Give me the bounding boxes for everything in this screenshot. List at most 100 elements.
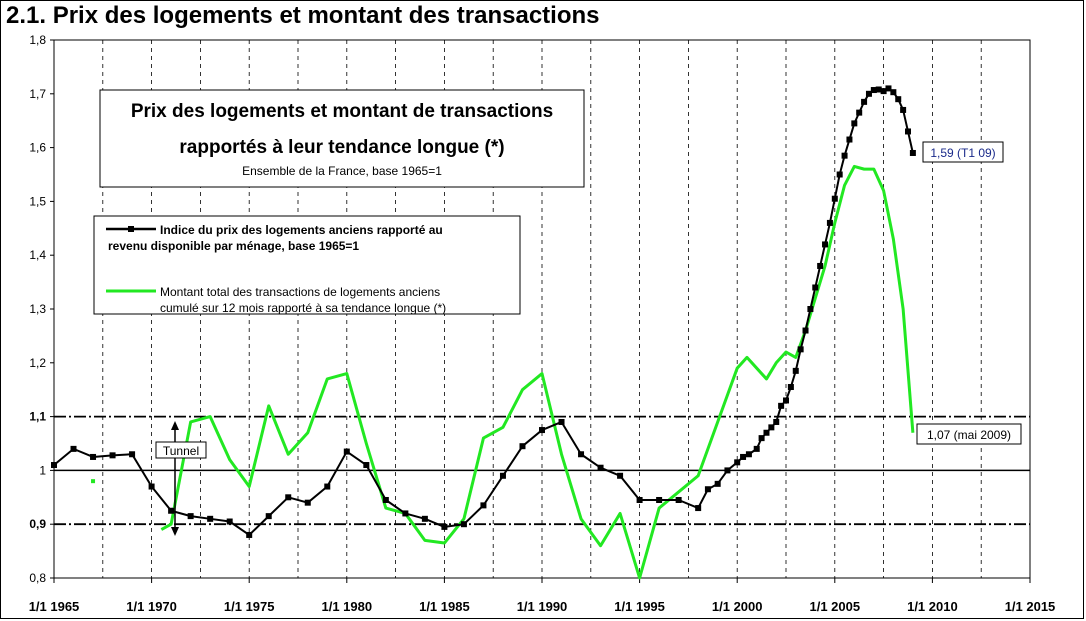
legend-box <box>93 215 521 315</box>
series-price-point <box>129 451 136 458</box>
series-price-point <box>885 85 892 92</box>
series-price-point <box>875 86 882 93</box>
reference-lines <box>54 415 1030 526</box>
tunnel-label: Tunnel <box>163 444 199 458</box>
series-price-point <box>617 472 624 479</box>
chart-title-box <box>99 89 585 188</box>
series-price-point <box>539 427 545 434</box>
y-tick-label: 1,8 <box>29 33 46 47</box>
series-price-point <box>265 513 272 520</box>
x-tick-label: 1/1 1970 <box>126 599 177 614</box>
chart-title: Prix des logements et montant de transac… <box>131 101 553 122</box>
series-price-point <box>285 494 292 501</box>
series-price-point <box>900 106 907 113</box>
series-price-point <box>895 96 902 103</box>
series-price-point <box>740 453 747 460</box>
series-price-point <box>831 195 838 202</box>
y-tick-label: 1,6 <box>29 141 46 155</box>
series-price-point <box>363 462 370 469</box>
series-price-point <box>226 518 233 525</box>
legend-label-price-1: Indice du prix des logements anciens rap… <box>160 223 443 237</box>
x-tick-label: 1/1 1965 <box>29 599 80 614</box>
legend-label-transactions-1: Montant total des transactions de logeme… <box>160 285 440 299</box>
series-price-point <box>773 418 780 425</box>
series-price-point <box>597 464 604 471</box>
series-price-point <box>905 128 911 135</box>
series-price-point <box>763 429 770 436</box>
series-price-point <box>861 98 868 105</box>
series-price-point <box>783 397 789 404</box>
y-tick-label: 0,9 <box>29 517 46 531</box>
series-price-point <box>656 496 663 503</box>
series-price-point <box>812 284 819 291</box>
chart-subtitle: rapportés à leur tendance longue (*) <box>179 137 504 158</box>
tunnel-arrow-head-bottom <box>171 527 179 536</box>
series-price-point <box>865 90 872 97</box>
series-price-point <box>890 89 897 96</box>
series-price-point <box>324 483 331 490</box>
series-price-point <box>802 327 809 334</box>
annotation-transactions: 1,07 (mai 2009) <box>927 428 1011 442</box>
series-price-point <box>109 452 116 459</box>
series-price-point <box>704 486 711 493</box>
series-price-point <box>734 459 741 466</box>
tunnel-label-box <box>155 441 207 459</box>
series-price-point <box>695 505 702 512</box>
x-tick-label: 1/1 2010 <box>907 599 958 614</box>
series-price-point <box>836 171 843 178</box>
series-price-point <box>792 367 799 374</box>
y-axis-ticks: 0,8 0,9 1 1,1 1,2 1,3 1,4 1,5 1,6 1,7 1,8 <box>29 33 54 585</box>
series-price-point <box>51 462 57 469</box>
annotation-transactions-box <box>916 423 1022 445</box>
series-price-point <box>558 418 565 425</box>
series-price-point <box>841 152 848 159</box>
series-price-point <box>402 510 409 517</box>
series-price-point <box>304 499 311 506</box>
series-price-point <box>797 346 804 353</box>
x-tick-label: 1/1 1985 <box>419 599 470 614</box>
y-tick-label: 1,4 <box>29 248 46 262</box>
series-price-point <box>421 515 428 522</box>
series-price-point <box>778 402 785 409</box>
series-price-point <box>578 451 585 458</box>
series-price-point <box>870 87 877 94</box>
series-price-point <box>753 445 760 452</box>
x-tick-label: 1/1 2015 <box>1005 599 1056 614</box>
legend-label-price-2: revenu disponible par ménage, base 1965=… <box>108 239 359 253</box>
series-price-point <box>168 507 175 514</box>
y-tick-label: 1,3 <box>29 302 46 316</box>
series-price-point <box>519 443 526 450</box>
series-price-point <box>856 109 863 116</box>
annotation-price: 1,59 (T1 09) <box>930 146 995 160</box>
y-tick-label: 1,2 <box>29 356 46 370</box>
y-tick-label: 1,5 <box>29 194 46 208</box>
page-title: 2.1. Prix des logements et montant des t… <box>6 2 600 29</box>
series-price-point <box>148 483 155 490</box>
y-tick-label: 1,1 <box>29 410 46 424</box>
y-tick-label: 0,8 <box>29 571 46 585</box>
y-tick-label: 1,7 <box>29 87 46 101</box>
x-tick-label: 1/1 1990 <box>517 599 568 614</box>
x-tick-label: 1/1 1975 <box>224 599 275 614</box>
series-price-point <box>480 502 487 509</box>
series-price-point <box>70 445 77 452</box>
series-layer <box>51 85 916 580</box>
series-price-point <box>787 384 794 391</box>
series-price-point <box>745 451 752 458</box>
series-price-point <box>441 523 448 530</box>
legend-label-transactions-2: cumulé sur 12 mois rapporté à sa tendanc… <box>160 301 446 315</box>
series-price-point <box>817 262 824 269</box>
series-transactions-point <box>91 479 96 484</box>
series-price-point <box>382 496 389 503</box>
x-tick-label: 1/1 2000 <box>712 599 763 614</box>
series-price-point <box>880 88 887 95</box>
series-price-point <box>187 513 194 520</box>
series-price-point <box>499 472 506 479</box>
series-price-point <box>246 531 253 538</box>
series-price-point <box>724 467 731 474</box>
x-axis-ticks: 1/1 1965 1/1 1970 1/1 1975 1/1 1980 1/1 1985… <box>29 578 1056 614</box>
y-tick-label: 1 <box>39 463 46 477</box>
series-price-point <box>343 448 350 455</box>
chart-subtitle-small: Ensemble de la France, base 1965=1 <box>242 164 442 178</box>
